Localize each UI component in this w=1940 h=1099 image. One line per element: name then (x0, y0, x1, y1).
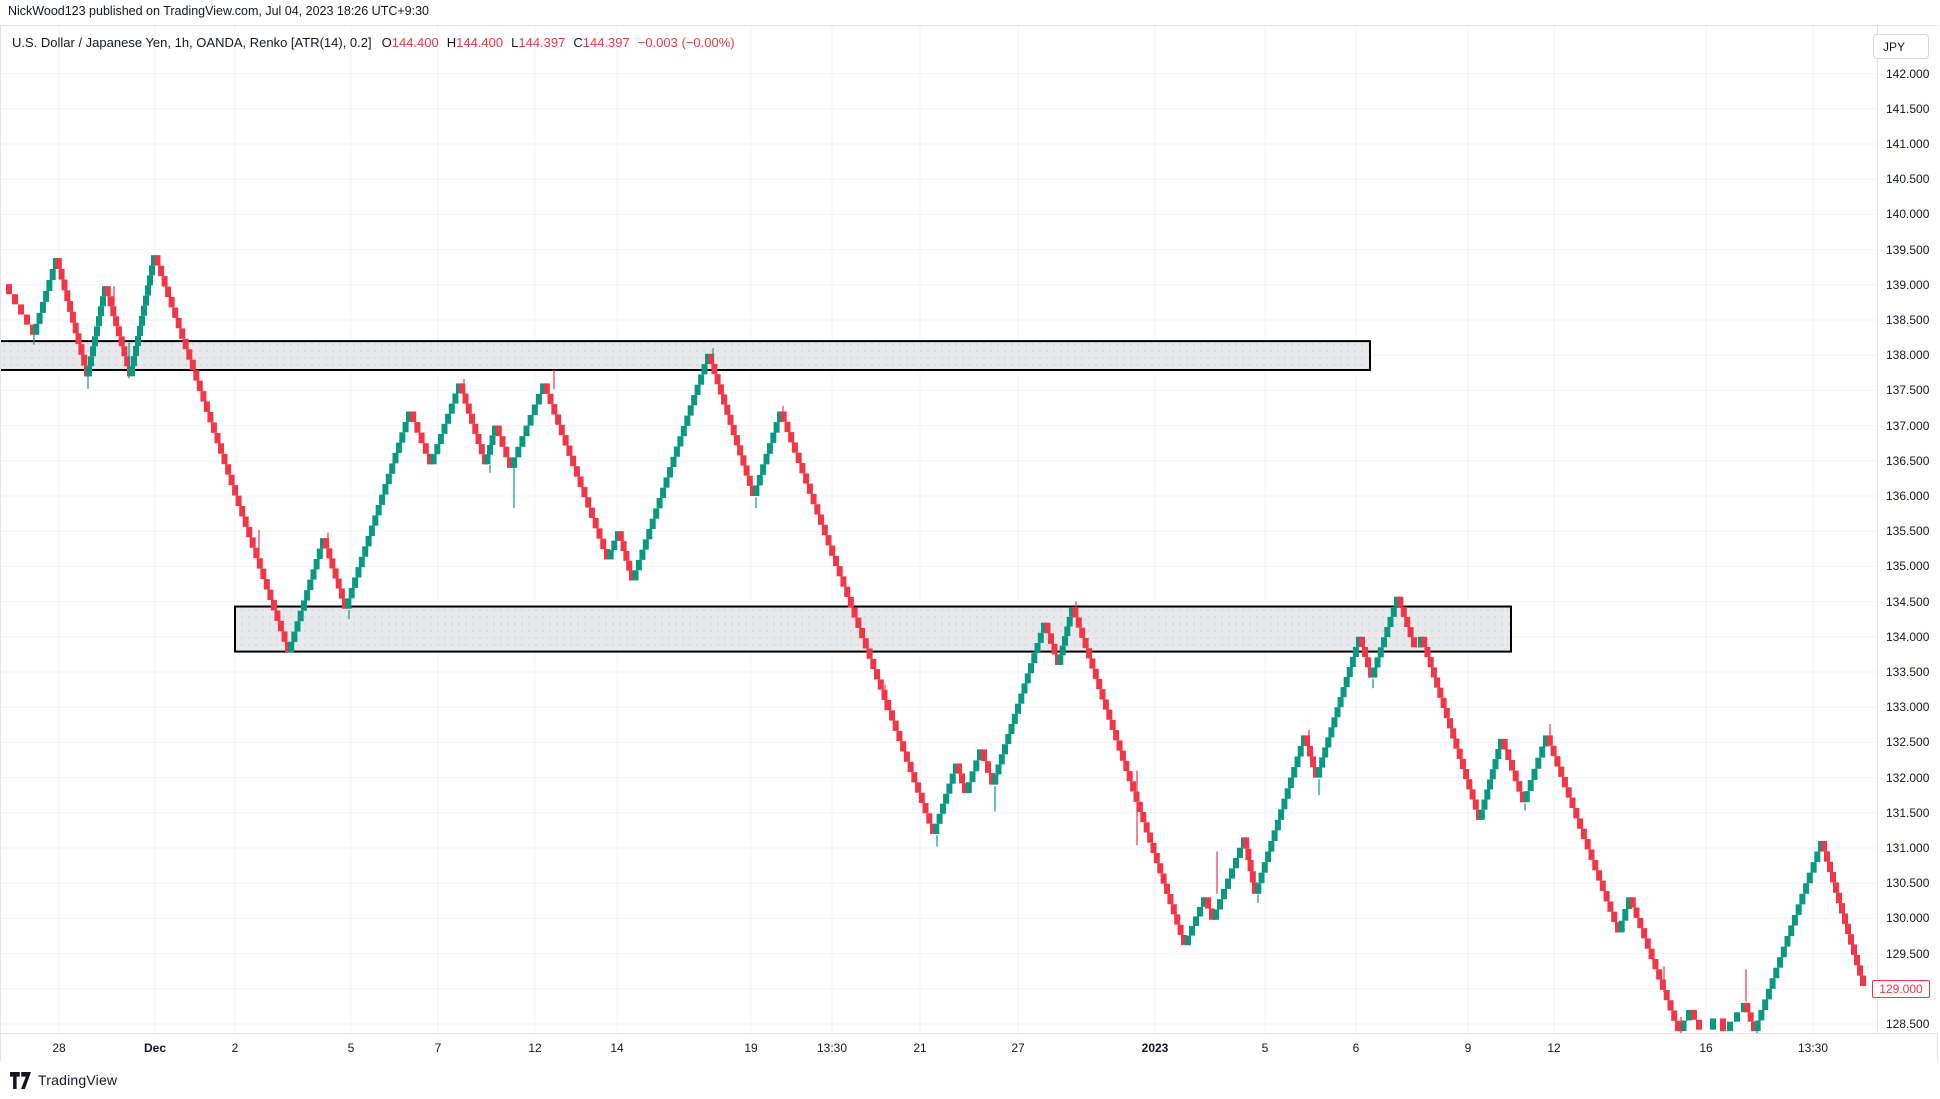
gridlines (1, 26, 1877, 1033)
chart-legend: U.S. Dollar / Japanese Yen, 1h, OANDA, R… (12, 32, 735, 52)
change-value: −0.003 (−0.00%) (637, 34, 735, 50)
price-tick-label: 139.500 (1886, 242, 1930, 257)
price-tick-label: 133.500 (1886, 665, 1930, 679)
time-tick-label: 6 (1352, 1041, 1360, 1055)
currency-label: JPY (1883, 39, 1906, 54)
tradingview-branding[interactable]: TradingView (10, 1069, 117, 1091)
last-price-label: 129.000 (1872, 979, 1930, 998)
price-tick-label: 132.500 (1886, 735, 1930, 750)
price-tick-label: 137.000 (1886, 418, 1930, 433)
time-tick-label: Dec (143, 1041, 167, 1055)
time-tick-label: 16 (1699, 1041, 1713, 1055)
price-tick-label: 140.000 (1886, 207, 1930, 222)
price-tick-label: 135.500 (1886, 524, 1930, 539)
time-tick-label: 28 (52, 1041, 66, 1055)
price-tick-label: 137.500 (1886, 383, 1930, 398)
price-tick-label: 130.000 (1886, 911, 1930, 926)
last-price-value: 129.000 (1879, 981, 1923, 996)
price-tick-label: 131.000 (1886, 841, 1930, 855)
renko-bricks (6, 255, 1866, 1032)
price-tick-label: 130.500 (1886, 876, 1930, 891)
price-tick-label: 134.500 (1886, 594, 1930, 609)
price-tick-label: 129.500 (1886, 946, 1930, 961)
ohlc-group: H144.400 (446, 34, 504, 50)
price-tick-label: 132.000 (1886, 770, 1930, 785)
renko-chart-canvas (1, 26, 1877, 1033)
price-tick-label: 136.500 (1886, 453, 1930, 468)
time-tick-label: 21 (913, 1041, 927, 1055)
price-tick-label: 133.000 (1886, 700, 1930, 715)
time-tick-label: 12 (528, 1041, 542, 1055)
time-tick-label: 19 (744, 1041, 758, 1055)
time-tick-label: 2023 (1141, 1041, 1169, 1055)
time-tick-label: 13:30 (816, 1041, 848, 1055)
time-tick-label: 5 (1261, 1041, 1269, 1055)
ohlc-group: C144.397 (573, 34, 630, 50)
supply-zone-134[interactable] (234, 605, 1512, 653)
price-tick-label: 135.000 (1886, 559, 1930, 574)
brick-wicks (33, 286, 1758, 1033)
time-tick-label: 2 (231, 1041, 239, 1055)
time-axis[interactable]: 28 Dec 2 5 7 12 14 19 13:30 21 27 2023 5 6 9 12 16 13:30 (1, 1033, 1937, 1061)
price-tick-label: 136.000 (1886, 489, 1930, 503)
ohlc-group: O144.400 (381, 34, 439, 50)
tradingview-logo-icon (10, 1071, 31, 1089)
tradingview-wordmark: TradingView (38, 1072, 118, 1088)
ohlc-group: L144.397 (511, 34, 566, 50)
price-axis[interactable]: JPY 129.000 142.000 141.500 141.000 140.500… (1872, 26, 1939, 1033)
price-tick-label: 141.500 (1886, 101, 1930, 116)
price-tick-label: 134.000 (1886, 629, 1930, 644)
price-tick-label: 138.500 (1886, 313, 1930, 327)
time-tick-label: 14 (610, 1041, 624, 1055)
time-tick-label: 27 (1011, 1041, 1025, 1055)
symbol-title[interactable]: U.S. Dollar / Japanese Yen, 1h, OANDA, R… (12, 34, 372, 50)
time-tick-label: 5 (347, 1041, 355, 1055)
price-tick-label: 139.000 (1886, 277, 1930, 292)
price-tick-label: 131.500 (1886, 805, 1930, 820)
currency-unit-button[interactable]: JPY (1873, 34, 1929, 59)
zone-drawings (1, 340, 1512, 653)
price-tick-label: 138.000 (1886, 348, 1930, 363)
chart-widget-frame: U.S. Dollar / Japanese Yen, 1h, OANDA, R… (0, 25, 1939, 1061)
time-tick-label: 13:30 (1797, 1041, 1829, 1055)
price-tick-label: 140.500 (1886, 172, 1930, 187)
attribution-text: NickWood123 published on TradingView.com… (8, 4, 429, 18)
time-tick-label: 9 (1464, 1041, 1472, 1055)
time-tick-label: 12 (1547, 1041, 1561, 1055)
price-tick-label: 142.000 (1886, 66, 1930, 81)
time-tick-label: 7 (434, 1041, 442, 1055)
ohlc-values: O144.400 H144.400 L144.397 C144.397 (382, 35, 638, 50)
supply-zone-138[interactable] (1, 340, 1371, 371)
price-tick-label: 141.000 (1886, 137, 1930, 151)
chart-plot-area[interactable] (1, 26, 1877, 1033)
price-tick-label: 128.500 (1886, 1017, 1930, 1031)
